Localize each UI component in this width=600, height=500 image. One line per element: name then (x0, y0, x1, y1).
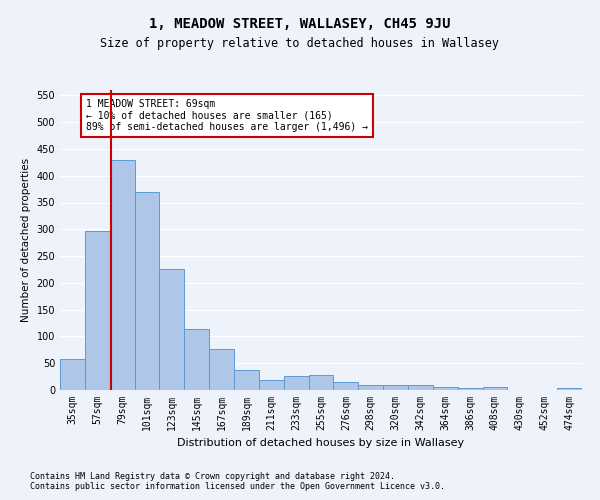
Bar (134, 192, 160, 390)
Bar (334, 382, 358, 390)
Bar (557, 388, 582, 390)
Bar (383, 384, 408, 390)
Text: Contains HM Land Registry data © Crown copyright and database right 2024.: Contains HM Land Registry data © Crown c… (30, 472, 395, 481)
Bar (482, 387, 508, 390)
Text: 1, MEADOW STREET, WALLASEY, CH45 9JU: 1, MEADOW STREET, WALLASEY, CH45 9JU (149, 18, 451, 32)
Text: Contains public sector information licensed under the Open Government Licence v3: Contains public sector information licen… (30, 482, 445, 491)
Bar (160, 270, 184, 390)
Bar (408, 384, 433, 390)
Bar (110, 160, 134, 390)
Bar (184, 330, 209, 390)
Bar (259, 380, 284, 390)
X-axis label: Distribution of detached houses by size in Wallasey: Distribution of detached houses by size … (178, 438, 464, 448)
Bar (308, 375, 334, 390)
Y-axis label: Number of detached properties: Number of detached properties (21, 158, 31, 322)
Bar (284, 376, 308, 390)
Bar (209, 350, 234, 390)
Bar (60, 360, 85, 390)
Text: 1 MEADOW STREET: 69sqm
← 10% of detached houses are smaller (165)
89% of semi-de: 1 MEADOW STREET: 69sqm ← 10% of detached… (86, 99, 368, 132)
Text: Size of property relative to detached houses in Wallasey: Size of property relative to detached ho… (101, 38, 499, 51)
Bar (85, 232, 110, 390)
Bar (433, 387, 458, 390)
Bar (358, 384, 383, 390)
Bar (234, 370, 259, 390)
Bar (458, 388, 482, 390)
